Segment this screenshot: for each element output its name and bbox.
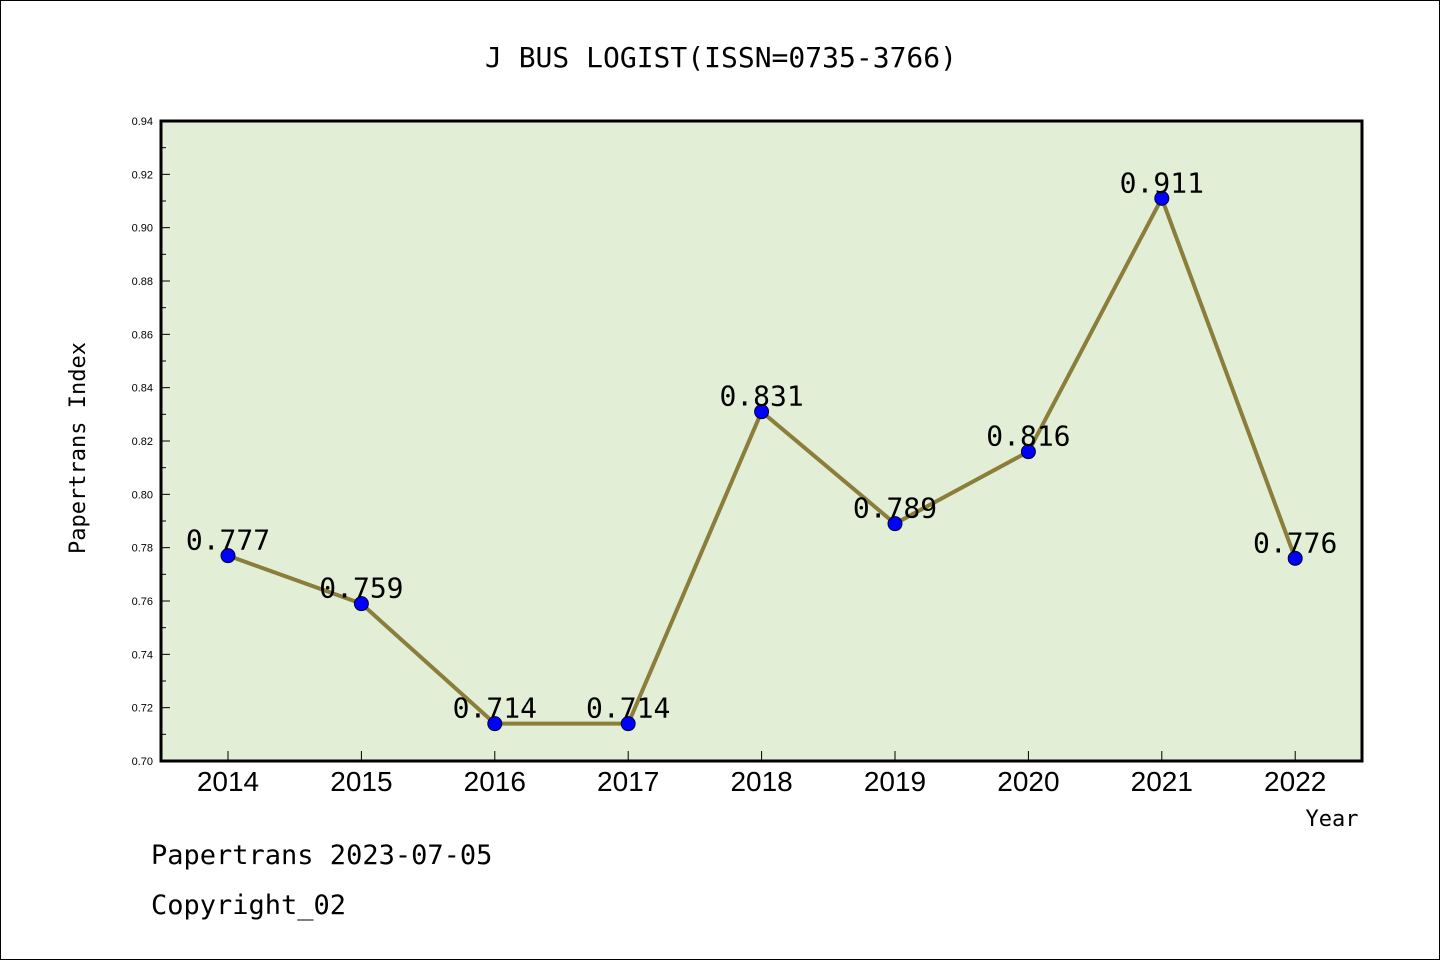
x-tick-label: 2021 (1131, 766, 1193, 797)
data-point (620, 716, 636, 732)
y-tick-label: 0.76 (132, 596, 153, 608)
y-tick-label: 0.80 (132, 489, 153, 501)
x-axis-label: Year (1306, 807, 1359, 832)
y-tick-label: 0.82 (132, 436, 153, 448)
data-point (1154, 190, 1170, 206)
y-tick-label: 0.86 (132, 329, 153, 341)
data-label: 0.816 (986, 420, 1070, 453)
data-point (1020, 444, 1036, 460)
data-label: 0.911 (1120, 166, 1204, 199)
plot-area (159, 119, 1364, 763)
data-labels: 0.777 0.759 0.714 0.714 0.831 0.789 0.816 0.911… (186, 166, 1337, 724)
data-label: 0.777 (186, 524, 270, 557)
y-tick-label: 0.72 (132, 703, 153, 715)
series-markers (220, 190, 1303, 732)
x-tick-label: 2017 (597, 766, 659, 797)
y-tick-label: 0.78 (132, 543, 153, 555)
y-tick-label: 0.84 (132, 383, 153, 395)
data-label: 0.776 (1253, 526, 1337, 559)
y-tick-label: 0.88 (132, 276, 153, 288)
data-point (220, 548, 236, 564)
y-tick-label: 0.94 (132, 116, 153, 128)
data-point (887, 516, 903, 532)
footer-date: Papertrans 2023-07-05 (151, 840, 492, 871)
data-point (1287, 550, 1303, 566)
x-tick-label: 2014 (197, 766, 259, 797)
x-tick-label: 2018 (730, 766, 792, 797)
y-axis-label: Papertrans Index (66, 342, 91, 554)
data-label: 0.714 (453, 692, 537, 725)
x-tick-label: 2016 (464, 766, 526, 797)
y-tick-label: 0.70 (132, 756, 153, 768)
y-tick-label: 0.90 (132, 223, 153, 235)
data-point (487, 716, 503, 732)
chart-title: J BUS LOGIST(ISSN=0735-3766) (485, 41, 957, 74)
x-axis: 2014 2015 2016 2017 2018 2019 2020 2021 2022 (197, 751, 1326, 797)
data-label: 0.714 (586, 692, 670, 725)
data-label: 0.759 (319, 572, 403, 605)
x-tick-label: 2019 (864, 766, 926, 797)
x-tick-label: 2022 (1264, 766, 1326, 797)
data-point (353, 596, 369, 612)
x-tick-label: 2020 (997, 766, 1059, 797)
x-tick-label: 2015 (330, 766, 392, 797)
footer-copyright: Copyright_02 (151, 890, 346, 921)
y-axis: 0.70 0.72 0.74 0.76 0.78 0.80 0.82 0.84 0.86 0.88… (132, 116, 170, 768)
data-point (754, 404, 770, 420)
data-label: 0.789 (853, 492, 937, 525)
data-label: 0.831 (719, 380, 803, 413)
y-tick-label: 0.74 (132, 649, 153, 661)
y-tick-label: 0.92 (132, 169, 153, 181)
